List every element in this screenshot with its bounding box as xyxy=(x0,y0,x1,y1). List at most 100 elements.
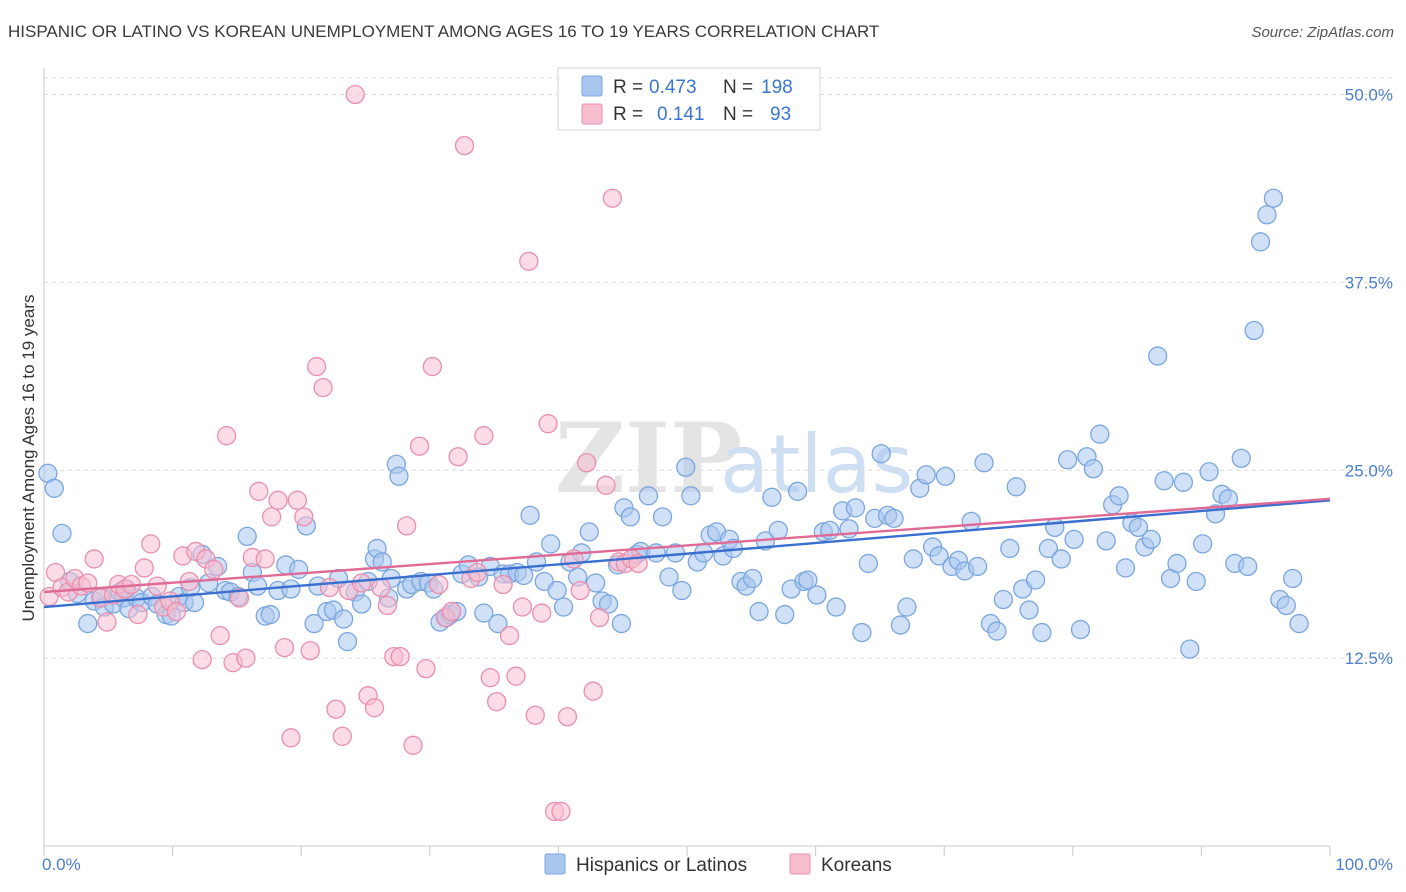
koreans-point xyxy=(480,668,500,688)
bottom-legend-swatch-koreans xyxy=(789,853,811,875)
hispanics-point xyxy=(1167,553,1187,574)
hispanics-point xyxy=(935,466,956,486)
hispanics-point xyxy=(787,481,808,501)
hispanics-point xyxy=(44,478,64,498)
koreans-point xyxy=(429,574,449,595)
bottom-legend: Hispanics or Latinos Koreans xyxy=(544,853,892,876)
watermark-atlas: atlas xyxy=(720,418,913,511)
koreans-point xyxy=(596,475,616,495)
koreans-point xyxy=(274,637,295,658)
hispanics-point xyxy=(1019,600,1039,620)
hispanics-point xyxy=(1193,534,1213,554)
hispanics-point xyxy=(1038,538,1059,559)
koreans-point xyxy=(602,188,623,208)
bottom-legend-label-hispanics: Hispanics or Latinos xyxy=(576,855,747,876)
hispanics-point xyxy=(1276,595,1296,616)
y-tick-label: 25.0% xyxy=(1345,461,1393,480)
hispanics-point xyxy=(1109,486,1129,506)
koreans-point xyxy=(493,574,513,595)
koreans-point xyxy=(351,573,372,593)
x-tick-label-max: 100.0% xyxy=(1335,855,1393,874)
legend-swatch-hispanics xyxy=(581,75,603,97)
hispanics-point xyxy=(474,603,494,623)
koreans-point xyxy=(216,426,237,446)
koreans-point xyxy=(268,490,288,510)
hispanics-point xyxy=(1199,462,1219,482)
hispanics-point xyxy=(1263,188,1284,208)
hispanics-point xyxy=(974,453,994,473)
koreans-point xyxy=(570,580,590,601)
hispanics-point xyxy=(598,594,619,614)
hispanics-point xyxy=(1186,571,1206,592)
koreans-point xyxy=(589,607,610,628)
hispanics-point xyxy=(304,613,324,634)
koreans-point xyxy=(538,414,558,434)
koreans-point xyxy=(261,507,282,527)
koreans-point xyxy=(166,601,187,622)
koreans-point xyxy=(128,604,148,625)
koreans-point xyxy=(557,707,578,727)
hispanics-point xyxy=(553,597,574,617)
koreans-point xyxy=(416,659,436,679)
koreans-point xyxy=(281,728,301,748)
koreans-point xyxy=(512,597,533,617)
legend-r-value-koreans: 0.141 xyxy=(657,104,705,125)
koreans-point xyxy=(210,625,230,646)
hispanics-point xyxy=(1289,613,1309,634)
koreans-point xyxy=(249,481,269,501)
koreans-point xyxy=(192,649,212,670)
hispanics-point xyxy=(967,556,988,577)
legend-r-value-hispanics: 0.473 xyxy=(649,77,697,98)
koreans-point xyxy=(474,426,494,446)
hispanics-point xyxy=(826,597,846,617)
koreans-point xyxy=(364,698,385,718)
koreans-point xyxy=(326,699,346,719)
hispanics-point xyxy=(1000,538,1020,559)
hispanics-point xyxy=(1250,232,1271,252)
watermark: ZIP atlas xyxy=(555,402,913,515)
hispanics-point xyxy=(351,594,372,614)
koreans-point xyxy=(141,534,161,554)
koreans-point xyxy=(147,576,167,596)
hispanics-point xyxy=(638,486,659,506)
hispanics-point xyxy=(1148,346,1168,366)
koreans-point xyxy=(409,436,430,456)
hispanics-point xyxy=(762,487,782,507)
y-tick-label: 37.5% xyxy=(1345,273,1393,292)
hispanics-point xyxy=(1154,471,1174,491)
hispanics-point xyxy=(1090,424,1110,444)
koreans-point xyxy=(583,681,603,701)
x-tick-labels: 0.0% 100.0% xyxy=(42,855,1393,874)
legend-swatch-koreans xyxy=(581,103,603,125)
trend-line-hispanics xyxy=(43,499,1331,609)
koreans-point xyxy=(313,377,333,398)
legend-n-value-hispanics: 198 xyxy=(761,77,793,98)
y-tick-label: 12.5% xyxy=(1345,649,1393,668)
koreans-point xyxy=(525,705,545,725)
hispanics-point xyxy=(1096,531,1116,551)
axes xyxy=(43,68,1331,856)
hispanics-point xyxy=(659,567,679,587)
hispanics-point xyxy=(672,580,692,601)
hispanics-point xyxy=(749,601,769,622)
koreans-point xyxy=(345,84,365,105)
hispanics-point xyxy=(676,457,696,477)
hispanics-point xyxy=(237,526,257,547)
hispanics-point xyxy=(852,622,872,643)
koreans-point xyxy=(84,549,104,569)
koreans-point xyxy=(332,726,353,746)
hispanics-point xyxy=(929,546,949,566)
koreans-point xyxy=(422,356,443,377)
hispanics-point xyxy=(52,523,72,544)
hispanics-point xyxy=(1115,558,1136,578)
hispanics-point xyxy=(1231,448,1251,468)
hispanics-point xyxy=(547,580,567,601)
hispanics-point xyxy=(1238,556,1258,577)
hispanics-point xyxy=(260,604,280,625)
trend-line-koreans xyxy=(43,497,1331,594)
y-tick-label: 50.0% xyxy=(1345,86,1393,105)
chart-title: HISPANIC OR LATINO VS KOREAN UNEMPLOYMEN… xyxy=(8,22,880,41)
koreans-point xyxy=(204,559,224,580)
koreans-point xyxy=(442,601,462,622)
koreans-point xyxy=(397,516,417,536)
